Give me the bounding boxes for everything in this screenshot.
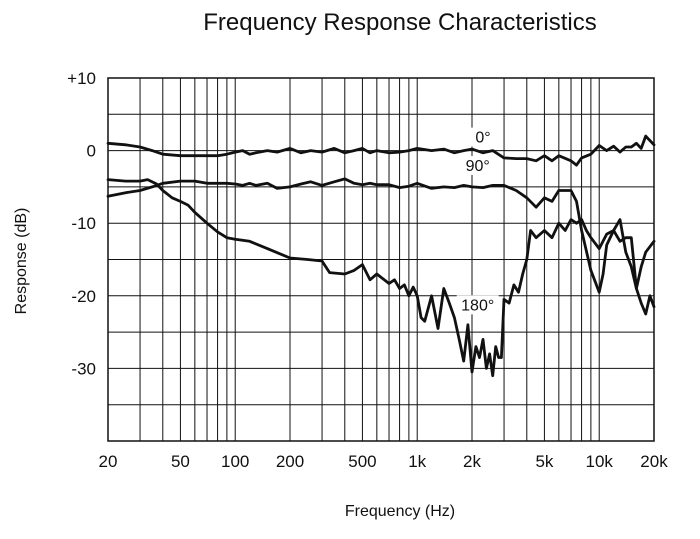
series-label-background	[471, 127, 496, 147]
x-tick-label: 10k	[586, 452, 614, 471]
y-tick-label: -10	[71, 214, 96, 233]
y-tick-label: -20	[71, 287, 96, 306]
series-label: 90°	[466, 158, 490, 175]
chart-title: Frequency Response Characteristics	[203, 9, 597, 36]
x-tick-label: 5k	[535, 452, 553, 471]
series-label: 0°	[475, 130, 490, 147]
x-tick-label: 200	[276, 452, 304, 471]
series-line	[106, 177, 656, 316]
x-axis-label: Frequency (Hz)	[345, 503, 455, 520]
series-line	[106, 134, 656, 167]
x-tick-label: 100	[221, 452, 249, 471]
series-label: 180°	[461, 297, 494, 314]
y-axis-label: Response (dB)	[13, 208, 30, 315]
y-tick-label: 0	[87, 142, 96, 161]
x-tick-label: 20k	[640, 452, 668, 471]
plot-frame	[107, 77, 655, 442]
y-tick-label: -30	[71, 359, 96, 378]
label-layer: 20 50 100 200 500 1k 2k 5k 10k 20k +10 0 -10 -20 -30	[67, 69, 668, 471]
y-tick-label: +10	[67, 69, 96, 88]
series-label-background	[456, 295, 499, 315]
grid-layer	[108, 78, 654, 441]
x-tick-label: 1k	[408, 452, 426, 471]
x-tick-label: 50	[171, 452, 190, 471]
series-layer: 0° 90° 180°	[106, 127, 656, 378]
series-label-background	[461, 155, 495, 175]
x-tick-label: 20	[99, 452, 118, 471]
x-tick-label: 2k	[463, 452, 481, 471]
x-tick-label: 500	[348, 452, 376, 471]
series-line	[106, 178, 656, 378]
